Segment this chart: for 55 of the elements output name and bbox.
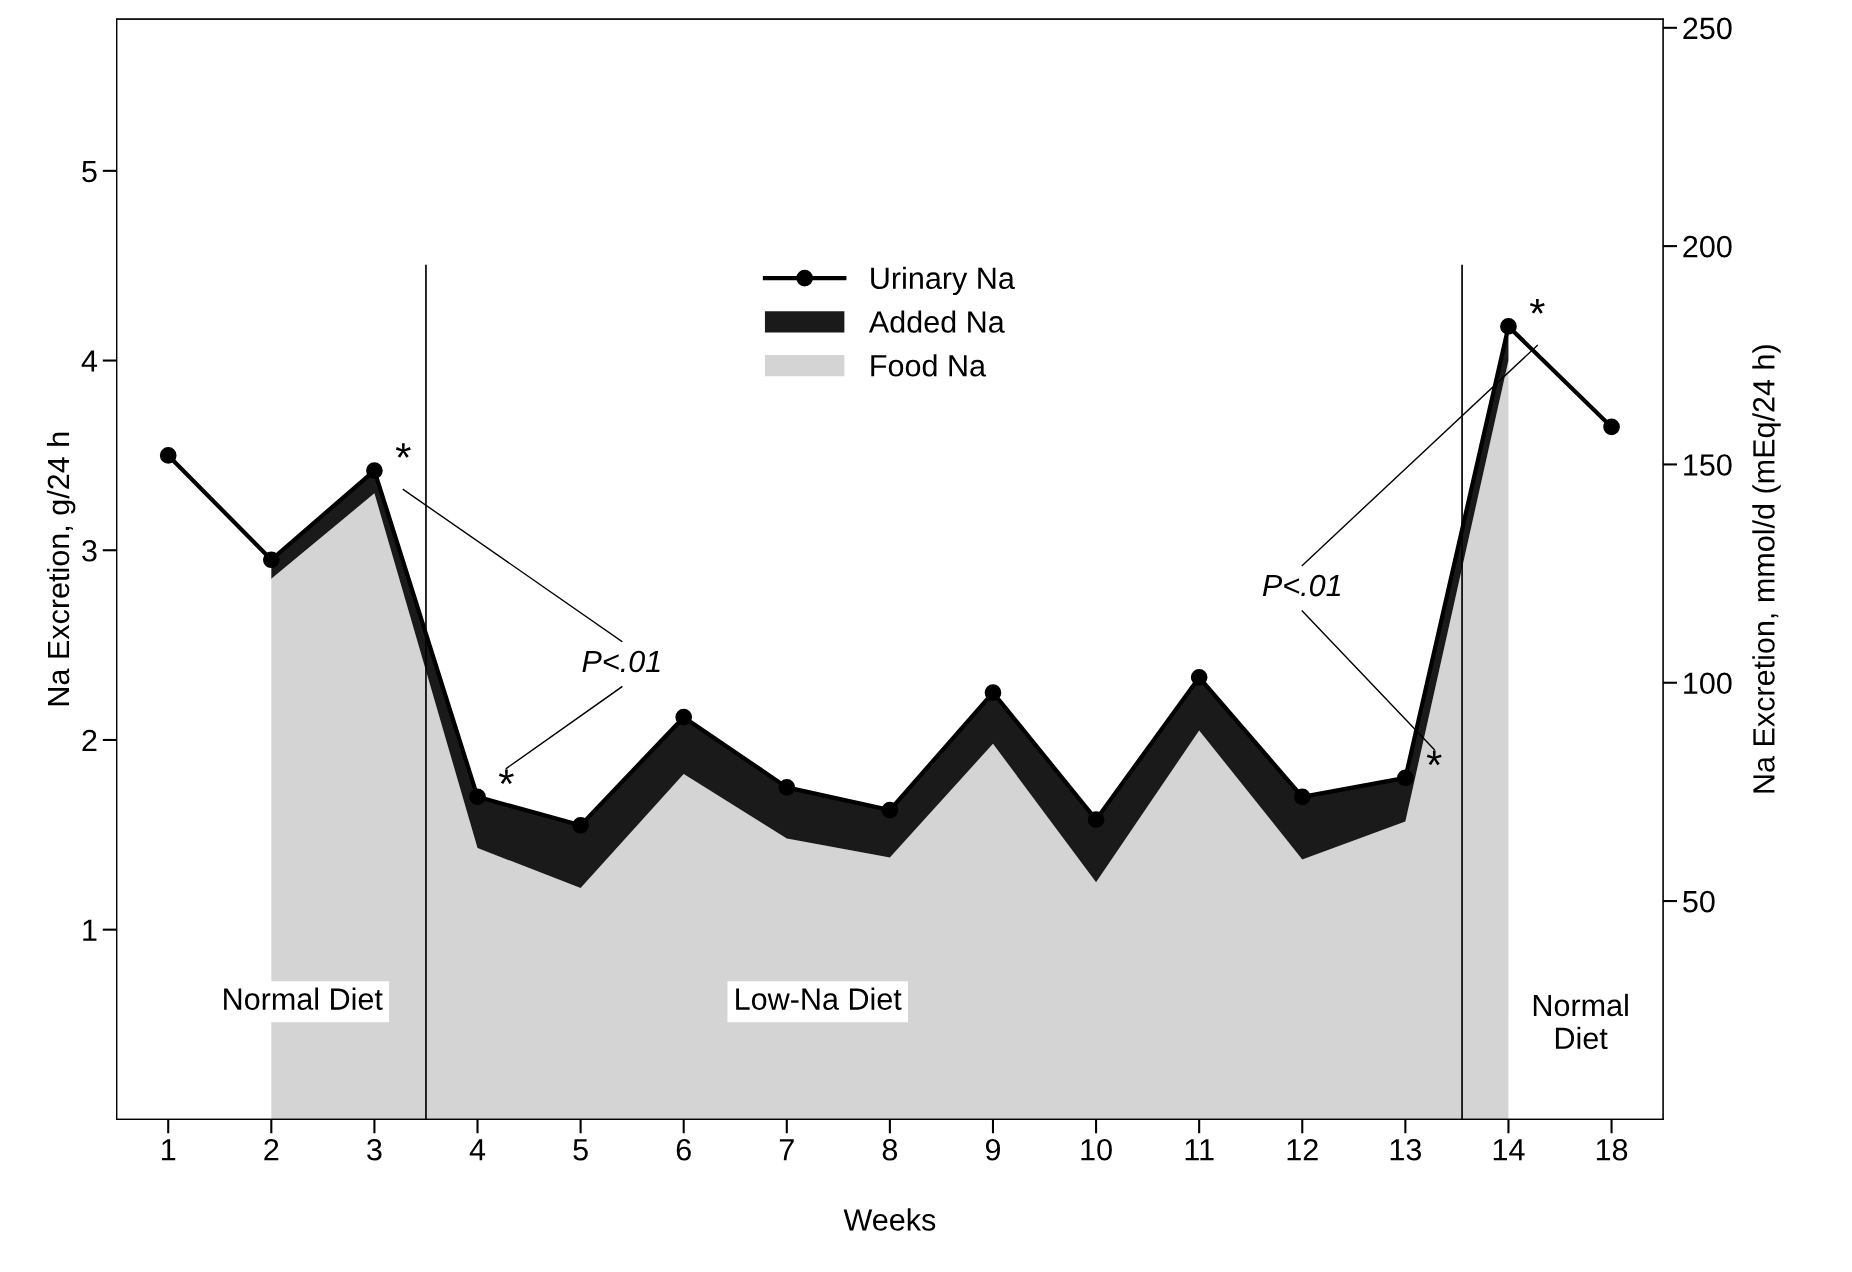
point <box>1397 769 1414 787</box>
annotation: * <box>395 443 411 458</box>
x-axis-title: Weeks <box>843 1208 936 1231</box>
annotation: Low-Na Diet <box>736 987 902 1010</box>
point <box>1190 669 1208 686</box>
annotation: P<.01 <box>1262 574 1341 597</box>
y-tick-label: 4 <box>81 350 98 372</box>
x-tick-label: 2 <box>264 1138 279 1161</box>
point <box>1500 318 1517 335</box>
point <box>675 708 693 726</box>
point <box>366 462 383 479</box>
point <box>1603 418 1620 436</box>
annotation: * <box>498 769 514 785</box>
x-tick-label: 7 <box>779 1139 794 1161</box>
x-tick-label: 4 <box>469 1139 486 1161</box>
y-tick-label: 5 <box>82 160 97 183</box>
annotation: * <box>1529 299 1545 314</box>
point <box>984 684 1002 701</box>
annotation: * <box>1426 750 1442 766</box>
x-tick-label: 14 <box>1493 1139 1525 1161</box>
x-tick-label: 18 <box>1596 1138 1628 1161</box>
x-tick-label: 8 <box>882 1138 898 1161</box>
annotation: P<.01 <box>582 650 660 673</box>
y2-tick-label: 50 <box>1683 890 1715 913</box>
annotation: Normal Diet <box>1533 993 1628 1050</box>
point <box>159 447 177 464</box>
point <box>469 788 486 806</box>
x-tick-label: 10 <box>1081 1138 1112 1161</box>
y-tick-label: 2 <box>82 729 97 752</box>
x-tick-label: 1 <box>162 1139 176 1161</box>
point <box>1087 811 1105 828</box>
x-tick-label: 12 <box>1287 1138 1318 1161</box>
legend-label: Urinary Na <box>871 266 1015 296</box>
point <box>1293 788 1311 806</box>
legend-label: Food Na <box>871 354 987 377</box>
y2-tick-label: 100 <box>1684 672 1732 695</box>
y-axis-title: Na Excretion, g/24 h <box>46 432 76 706</box>
x-tick-label: 9 <box>985 1138 1001 1161</box>
x-tick-label: 3 <box>367 1138 382 1161</box>
point <box>262 551 280 569</box>
legend-label: Added Na <box>868 310 1005 333</box>
x-tick-label: 6 <box>676 1138 691 1161</box>
y2-tick-label: 250 <box>1683 17 1732 40</box>
y2-axis-title: Na Excretion, mmol/d (mEq/24 h) <box>1752 345 1781 793</box>
x-tick-label: 11 <box>1185 1139 1214 1161</box>
point <box>881 801 899 819</box>
y2-tick-label: 150 <box>1684 454 1732 476</box>
point <box>778 779 796 796</box>
x-tick-label: 5 <box>573 1139 588 1161</box>
y-tick-label: 1 <box>83 919 97 941</box>
annotation: Normal Diet <box>224 987 383 1010</box>
point <box>572 816 589 834</box>
y2-tick-label: 200 <box>1683 235 1732 258</box>
y-tick-label: 3 <box>82 539 97 562</box>
x-tick-label: 13 <box>1390 1138 1422 1161</box>
